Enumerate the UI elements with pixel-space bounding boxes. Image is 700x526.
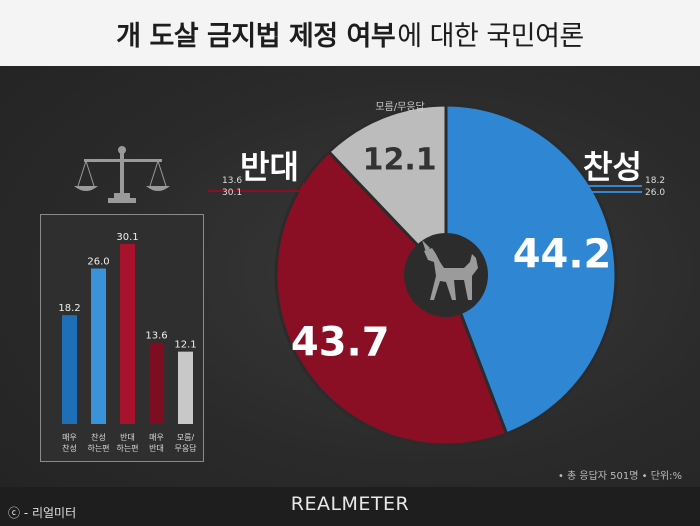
page-title-suffix: 에 대한 국민여론 [397, 20, 584, 52]
bar-category-label: 반대 [149, 444, 164, 453]
support-value-2: 26.0 [645, 188, 666, 198]
bar-category-label: 매우 [62, 433, 77, 442]
footer [0, 487, 700, 526]
oppose-title: 반대 [240, 148, 299, 186]
bar-value-label: 13.6 [145, 331, 167, 342]
pie-label-unknown: 12.1 [363, 142, 437, 177]
respondent-note: • 총 응답자 501명 • 단위:% [557, 471, 682, 482]
page-title: 개 도살 금지법 제정 여부 [116, 20, 396, 52]
oppose-value-2: 30.1 [222, 188, 243, 198]
bar [120, 244, 135, 424]
bar [62, 315, 77, 424]
pie-label-support: 44.2 [513, 232, 612, 278]
bar-chart: 18.2매우찬성26.0찬성하는편30.1반대하는편13.6매우반대12.1모름… [58, 232, 197, 453]
brand-logo-text: REALMETER [290, 493, 410, 515]
support-value-1: 18.2 [645, 176, 666, 186]
copyright: ⓒ - 리얼미터 [8, 506, 77, 520]
bar [149, 342, 164, 424]
pie-slice-support [444, 103, 618, 436]
bar-category-label: 찬성 [62, 443, 77, 453]
oppose-leader-line [208, 182, 305, 192]
bar-category-label: 매우 [149, 433, 164, 442]
bar-value-label: 12.1 [174, 340, 196, 351]
bar-category-label: 하는편 [87, 443, 109, 453]
bar-category-label: 찬성 [91, 432, 106, 442]
header: 개 도살 금지법 제정 여부 에 대한 국민여론 [0, 0, 700, 66]
bar [91, 268, 106, 424]
pie-slice-oppose [274, 149, 509, 447]
bar [178, 351, 193, 424]
bar-category-label: 모름/ [177, 433, 195, 442]
pie-chart: 44.2 43.7 12.1 모름/무응답 [208, 101, 642, 447]
bar-value-label: 26.0 [87, 257, 109, 268]
pie-slice-unknown [326, 103, 448, 279]
bar-category-label: 무응답 [174, 443, 197, 453]
dog-icon [422, 240, 478, 300]
pie-caption-unknown: 모름/무응답 [375, 101, 424, 113]
scale-icon [74, 146, 170, 203]
pie-label-oppose: 43.7 [291, 320, 390, 366]
bar-category-label: 하는편 [116, 443, 138, 453]
bar-value-label: 18.2 [58, 303, 80, 314]
bar-value-label: 30.1 [116, 232, 138, 243]
bar-category-label: 반대 [120, 433, 135, 442]
support-title: 찬성 [583, 148, 642, 186]
oppose-value-1: 13.6 [222, 176, 243, 186]
